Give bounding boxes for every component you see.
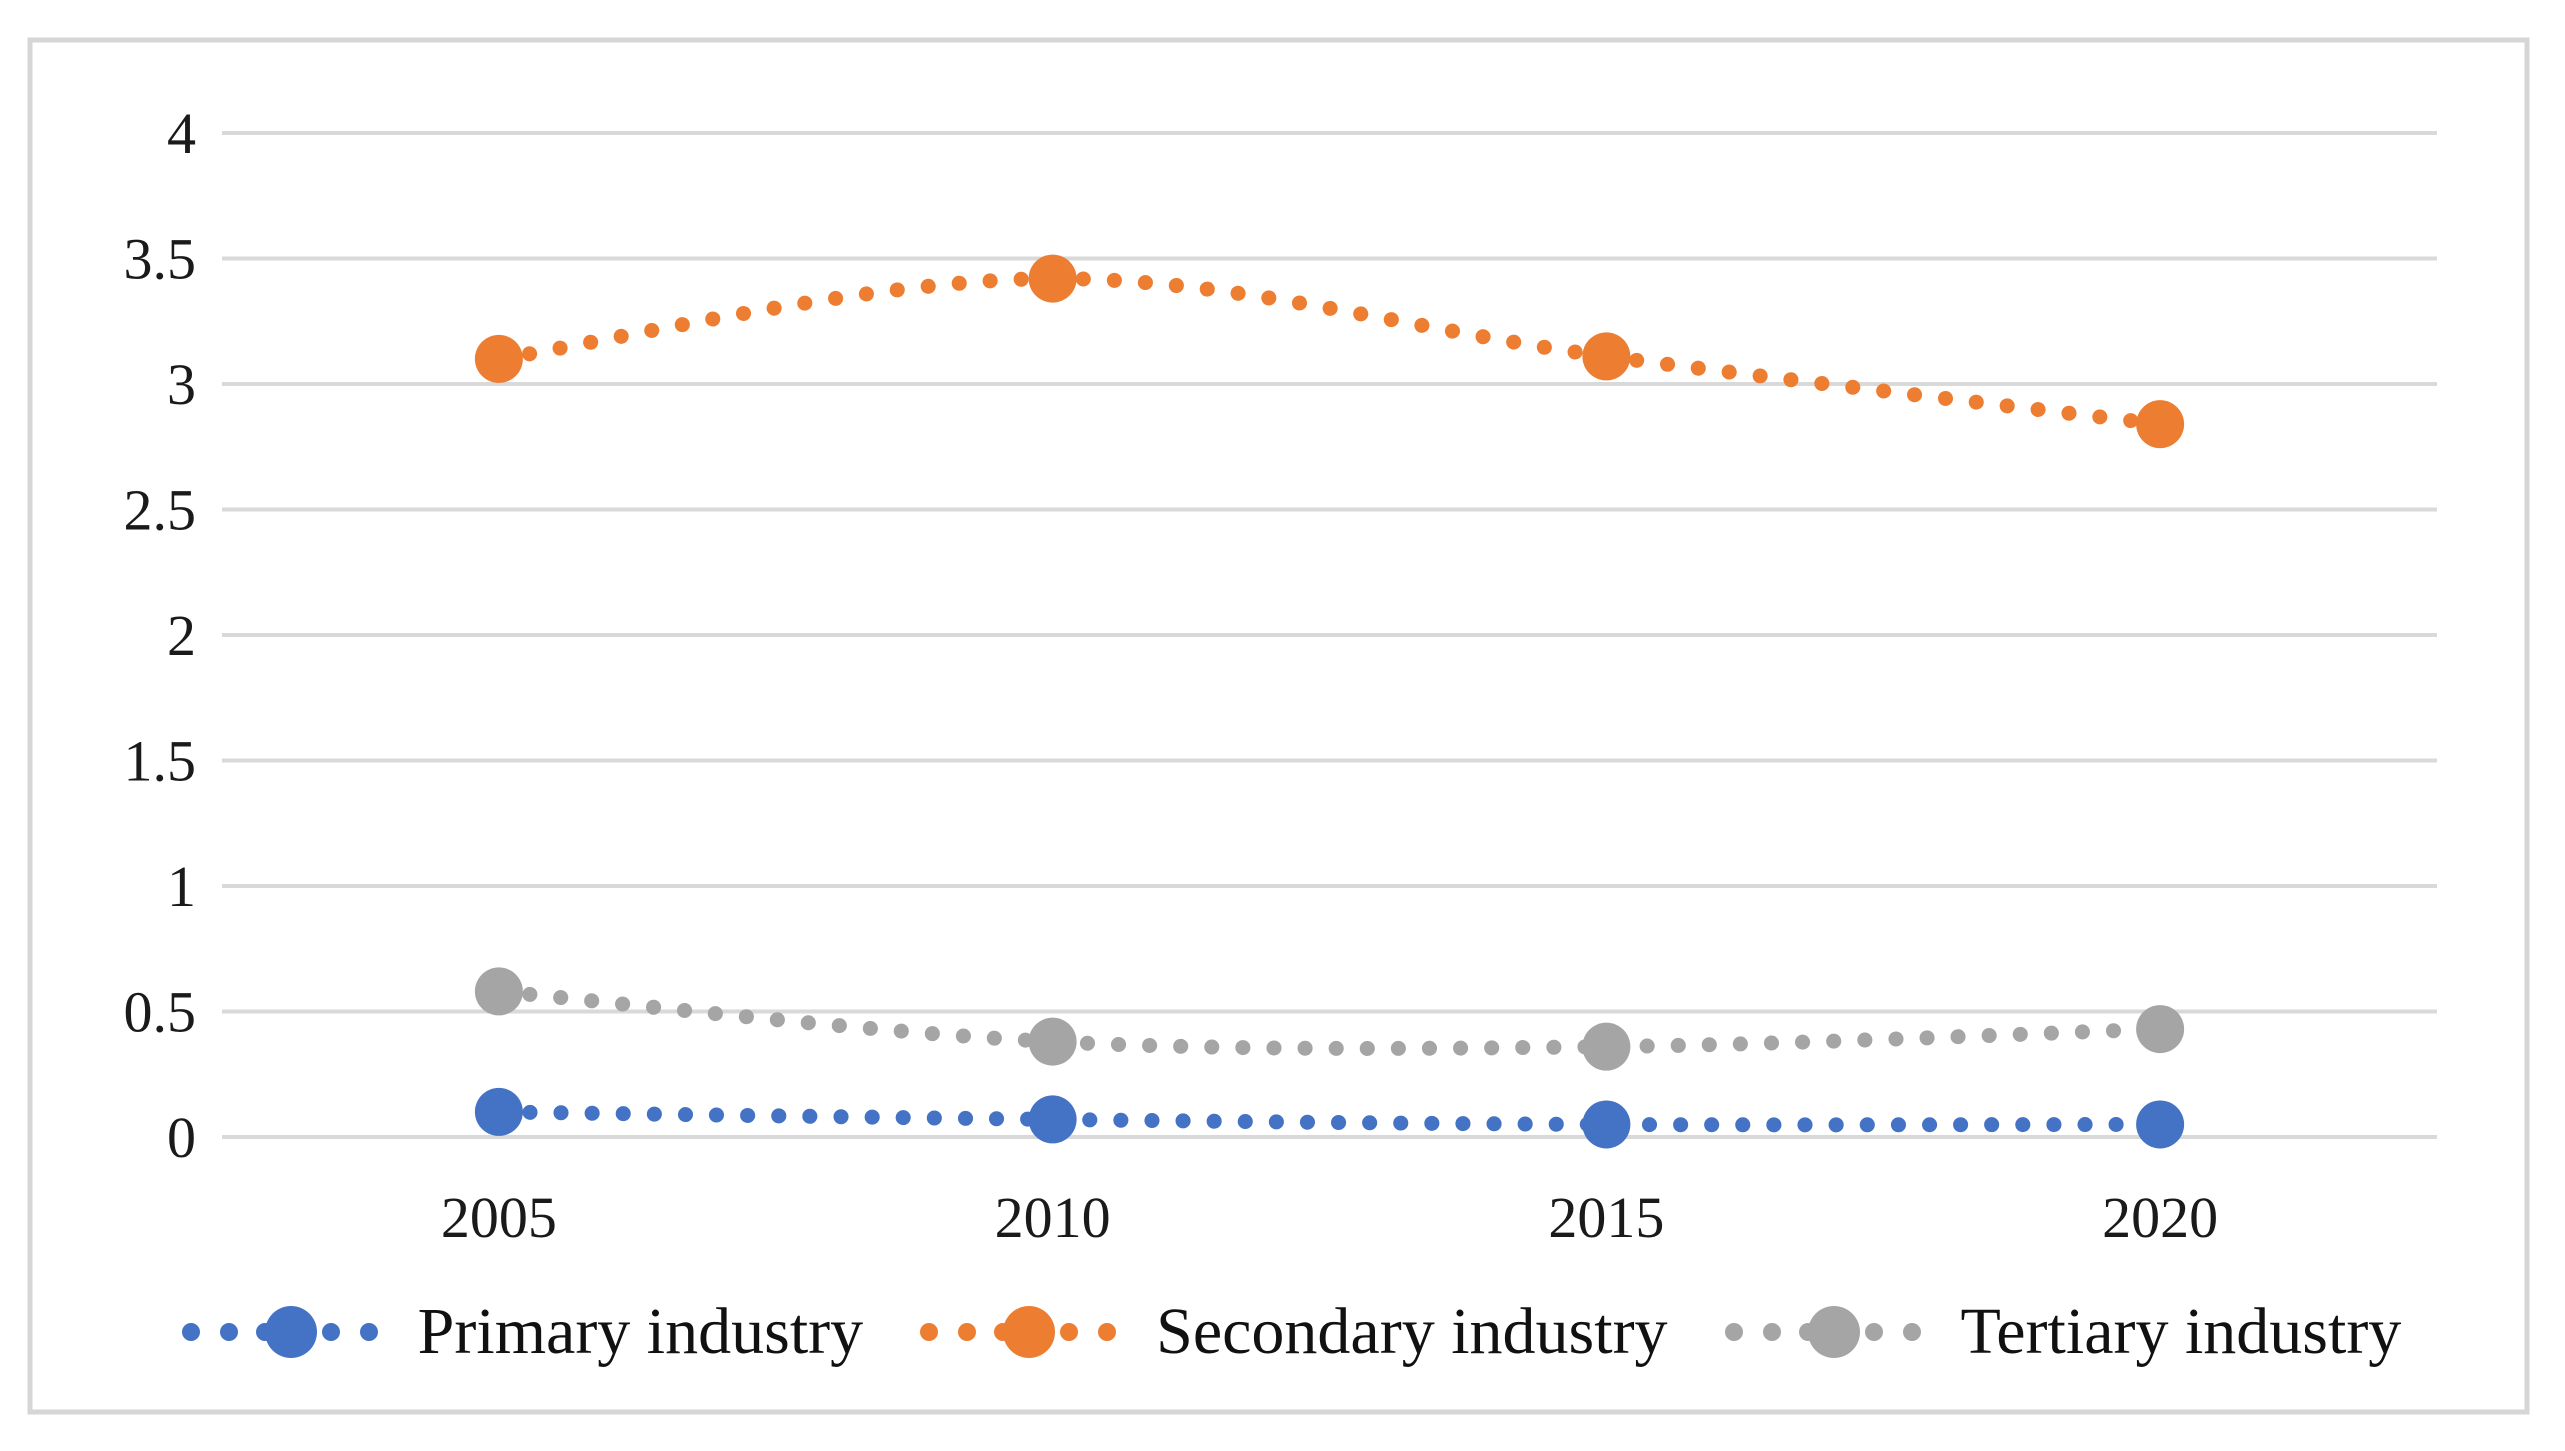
x-tick-label: 2010 xyxy=(995,1185,1111,1250)
series-line-secondary-industry xyxy=(491,271,2168,432)
legend-item-tertiary-industry: Tertiary industry xyxy=(1722,1295,2402,1368)
data-point-primary-industry-2005 xyxy=(474,1087,523,1136)
y-tick-label: 3.5 xyxy=(124,227,197,292)
series-line-tertiary-industry xyxy=(491,983,2168,1056)
data-point-primary-industry-2020 xyxy=(2136,1100,2185,1149)
y-tick-label: 2 xyxy=(167,603,196,668)
legend-item-secondary-industry: Secondary industry xyxy=(917,1295,1668,1368)
y-tick-label: 0 xyxy=(167,1105,196,1170)
data-point-primary-industry-2015 xyxy=(1582,1100,1631,1149)
data-point-tertiary-industry-2010 xyxy=(1028,1017,1077,1066)
data-point-tertiary-industry-2015 xyxy=(1582,1022,1631,1071)
legend-marker-primary-dotted-icon xyxy=(181,1306,378,1358)
data-point-secondary-industry-2020 xyxy=(2136,400,2185,449)
y-tick-label: 3 xyxy=(167,352,196,417)
data-point-secondary-industry-2005 xyxy=(474,334,523,383)
x-tick-label: 2005 xyxy=(441,1185,557,1250)
y-tick-label: 0.5 xyxy=(124,980,197,1045)
chart-frame-border xyxy=(27,37,2530,1415)
y-tick-label: 4 xyxy=(167,101,196,166)
x-tick-label: 2015 xyxy=(1548,1185,1664,1250)
data-point-tertiary-industry-2005 xyxy=(474,967,523,1016)
y-tick-label: 1 xyxy=(167,854,196,919)
chart-legend: Primary industry Secondary industry xyxy=(90,1282,2490,1382)
data-point-secondary-industry-2015 xyxy=(1582,332,1631,381)
legend-label: Tertiary industry xyxy=(1960,1295,2402,1368)
legend-marker-secondary-dotted-icon xyxy=(920,1306,1117,1358)
data-point-tertiary-industry-2020 xyxy=(2136,1005,2185,1054)
y-tick-label: 1.5 xyxy=(124,729,197,794)
legend-label: Secondary industry xyxy=(1156,1295,1668,1368)
legend-marker-tertiary-dotted-icon xyxy=(1724,1306,1921,1358)
y-tick-label: 2.5 xyxy=(124,478,197,543)
x-tick-label: 2020 xyxy=(2102,1185,2218,1250)
legend-label: Primary industry xyxy=(417,1295,864,1368)
data-point-primary-industry-2010 xyxy=(1028,1095,1077,1144)
data-point-secondary-industry-2010 xyxy=(1028,254,1077,303)
legend-item-primary-industry: Primary industry xyxy=(179,1299,863,1365)
series-line-primary-industry xyxy=(491,1104,2168,1133)
